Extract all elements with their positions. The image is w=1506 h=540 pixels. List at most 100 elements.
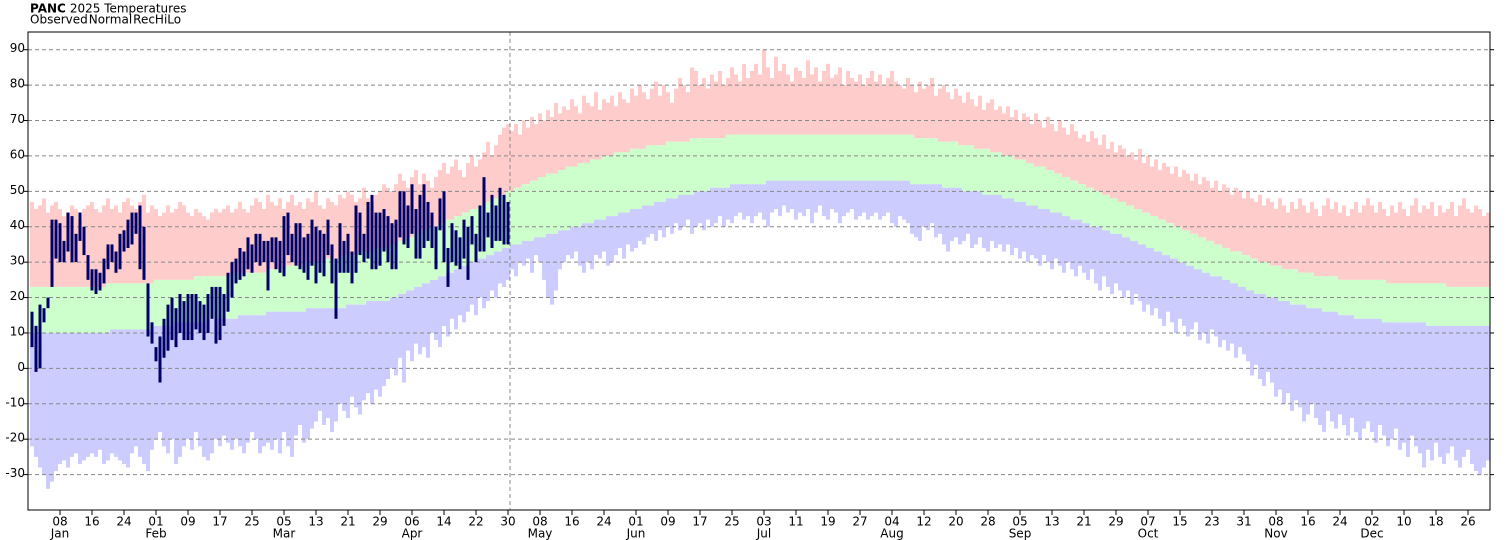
- normal-band: [921, 138, 927, 185]
- record-high-band: [201, 216, 207, 277]
- record-high-band: [1033, 113, 1039, 167]
- record-high-band: [1181, 170, 1187, 231]
- record-high-band: [793, 67, 799, 135]
- normal-band: [253, 272, 259, 316]
- normal-band: [397, 240, 403, 295]
- record-low-band: [393, 297, 399, 376]
- normal-band: [309, 262, 315, 309]
- record-low-band: [413, 286, 419, 344]
- record-high-band: [1469, 212, 1475, 287]
- record-high-band: [149, 205, 155, 284]
- y-tick-label: 80: [10, 77, 25, 91]
- record-high-band: [445, 173, 451, 220]
- normal-band: [1297, 272, 1303, 305]
- record-high-band: [169, 212, 175, 280]
- record-high-band: [645, 99, 651, 146]
- record-low-band: [233, 318, 239, 440]
- normal-band: [385, 247, 391, 302]
- record-high-band: [853, 81, 859, 135]
- record-high-band: [1457, 205, 1463, 287]
- x-tick-label: 25: [244, 515, 259, 529]
- observed-bar: [494, 205, 498, 241]
- record-high-band: [1189, 180, 1195, 234]
- month-label: Sep: [1009, 527, 1032, 540]
- record-high-band: [1057, 120, 1063, 174]
- record-high-band: [693, 70, 699, 139]
- observed-bar: [466, 226, 470, 280]
- record-low-band: [337, 308, 343, 404]
- x-tick-label: 22: [468, 515, 483, 529]
- normal-band: [305, 262, 311, 309]
- x-tick-label: 06: [404, 515, 419, 529]
- normal-band: [749, 134, 755, 185]
- record-high-band: [849, 78, 855, 135]
- normal-band: [1125, 205, 1131, 238]
- record-high-band: [909, 85, 915, 135]
- record-high-band: [393, 184, 399, 245]
- normal-band: [1461, 286, 1467, 326]
- normal-band: [1389, 283, 1395, 323]
- observed-bar: [498, 187, 502, 241]
- record-high-band: [1201, 177, 1207, 238]
- normal-band: [1221, 247, 1227, 280]
- normal-band: [1173, 226, 1179, 259]
- record-low-band: [1001, 198, 1007, 252]
- normal-band: [973, 148, 979, 192]
- record-low-band: [1185, 265, 1191, 337]
- y-tick-label: 90: [10, 41, 25, 55]
- normal-band: [1441, 283, 1447, 326]
- normal-band: [1225, 247, 1231, 280]
- record-low-band: [1445, 325, 1451, 454]
- record-low-band: [141, 329, 147, 464]
- record-high-band: [965, 92, 971, 146]
- record-low-band: [461, 265, 467, 323]
- normal-band: [637, 148, 643, 210]
- record-low-band: [121, 329, 127, 464]
- observed-bar: [270, 237, 274, 263]
- normal-band: [65, 286, 71, 333]
- record-low-band: [237, 315, 243, 447]
- record-low-band: [81, 332, 87, 461]
- observed-bar: [258, 233, 262, 266]
- normal-band: [613, 152, 619, 217]
- record-high-band: [225, 205, 231, 277]
- record-low-band: [1241, 286, 1247, 355]
- record-high-band: [577, 113, 583, 164]
- record-low-band: [1105, 230, 1111, 287]
- x-tick-label: 29: [1108, 515, 1123, 529]
- record-high-band: [781, 63, 787, 135]
- month-label: Oct: [1138, 527, 1159, 540]
- record-low-band: [1473, 325, 1479, 472]
- observed-bar: [362, 233, 366, 263]
- record-low-band: [357, 304, 363, 415]
- record-low-band: [1097, 226, 1103, 291]
- record-low-band: [1313, 308, 1319, 418]
- record-high-band: [789, 81, 795, 135]
- record-high-band: [1473, 205, 1479, 287]
- x-tick-label: 07: [1140, 515, 1155, 529]
- record-high-band: [1409, 205, 1415, 284]
- record-low-band: [149, 329, 155, 450]
- record-high-band: [989, 99, 995, 153]
- normal-band: [1017, 159, 1023, 202]
- x-tick-label: 08: [1268, 515, 1283, 529]
- record-low-band: [977, 191, 983, 238]
- record-low-band: [317, 308, 323, 411]
- record-low-band: [129, 329, 135, 454]
- record-low-band: [341, 308, 347, 411]
- record-low-band: [705, 191, 711, 220]
- normal-band: [649, 145, 655, 206]
- record-low-band: [1317, 308, 1323, 426]
- record-low-band: [245, 315, 251, 443]
- record-high-band: [841, 85, 847, 135]
- record-low-band: [1057, 212, 1063, 266]
- record-low-band: [873, 180, 879, 213]
- normal-band: [769, 134, 775, 181]
- record-high-band: [177, 201, 183, 280]
- record-low-band: [629, 209, 635, 252]
- record-low-band: [445, 272, 451, 337]
- normal-band: [97, 286, 103, 333]
- record-low-band: [625, 212, 631, 245]
- record-low-band: [645, 205, 651, 238]
- record-high-band: [213, 209, 219, 277]
